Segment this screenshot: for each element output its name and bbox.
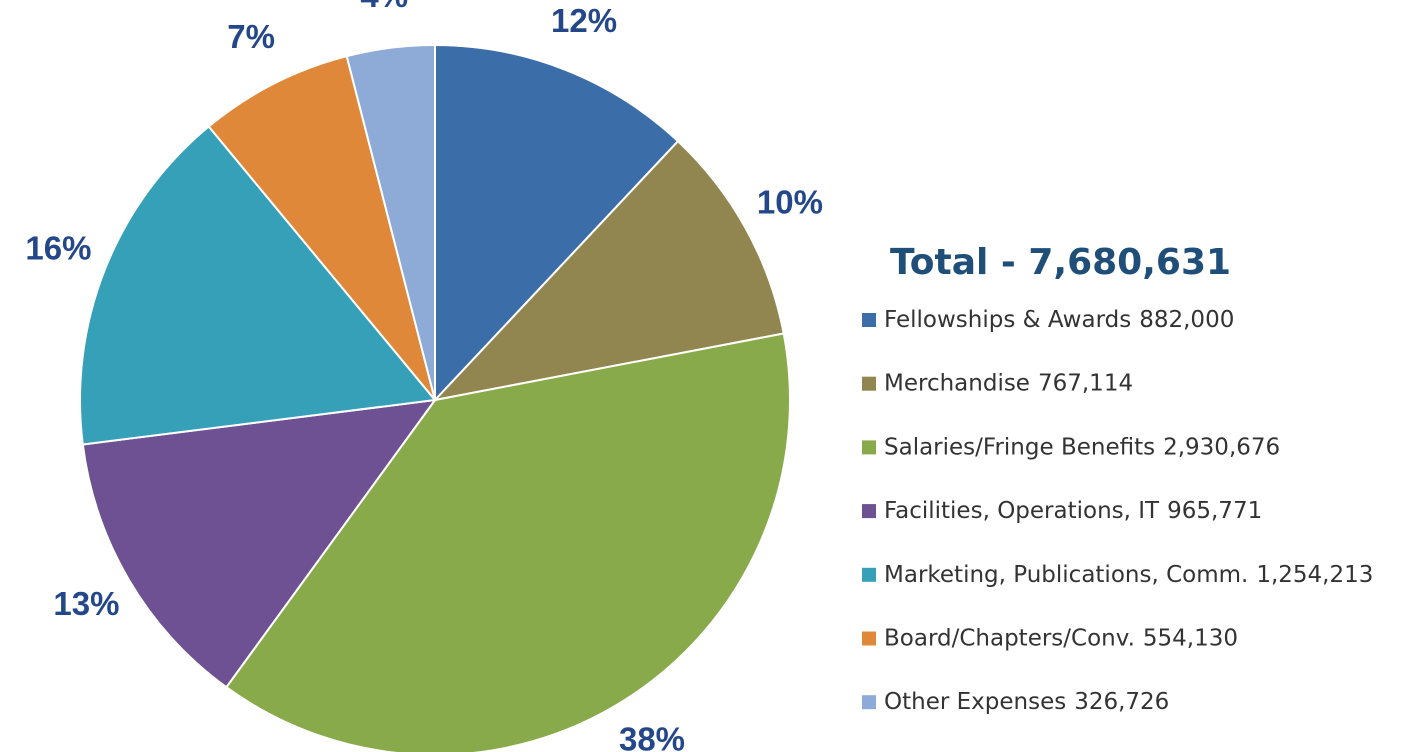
chart-title: Total - 7,680,631 [890,242,1231,283]
legend-label: Salaries/Fringe Benefits 2,930,676 [884,434,1280,460]
legend-swatch [862,313,876,327]
pie-slice [345,43,436,401]
slice-label: 7% [227,18,275,55]
legend-name: Fellowships & Awards [884,307,1131,333]
slice-label: 10% [757,184,823,221]
pie-slice [207,54,436,401]
legend-swatch [862,567,876,582]
legend-label: Board/Chapters/Conv. 554,130 [884,625,1238,651]
legend-swatch [862,631,876,646]
legend-name: Other Expenses [884,689,1066,715]
slice-label: 38% [619,721,685,752]
slice-label: 4% [360,0,408,14]
pie-slice [434,43,680,403]
legend-swatch [862,440,876,455]
legend-label: Marketing, Publications, Comm. 1,254,213 [884,561,1373,587]
legend-label: Other Expenses 326,726 [884,689,1169,715]
legend-amount: 767,114 [1038,370,1133,396]
legend-name: Salaries/Fringe Benefits [884,434,1155,460]
legend-swatch [862,695,876,710]
legend-amount: 326,726 [1074,689,1169,715]
slice-label: 13% [53,585,119,622]
legend-label: Facilities, Operations, IT 965,771 [884,498,1262,524]
pie-slice [81,398,438,689]
legend-label: Fellowships & Awards 882,000 [884,307,1234,333]
legend-name: Marketing, Publications, Comm. [884,561,1248,587]
slice-label: 16% [25,230,91,267]
pie-slice [79,125,437,446]
legend-name: Facilities, Operations, IT [884,498,1160,524]
legend-amount: 2,930,676 [1163,434,1280,460]
slice-label: 12% [551,2,617,39]
legend-name: Merchandise [884,370,1030,396]
legend-swatch [862,376,876,391]
legend-amount: 965,771 [1167,498,1262,524]
legend-swatch [862,504,876,519]
legend-amount: 1,254,213 [1256,561,1373,587]
pie-slice [432,139,785,402]
legend-name: Board/Chapters/Conv. [884,625,1135,651]
legend-amount: 882,000 [1139,307,1234,333]
legend-label: Merchandise 767,114 [884,370,1133,396]
pie-slice [224,332,791,752]
legend-amount: 554,130 [1143,625,1238,651]
